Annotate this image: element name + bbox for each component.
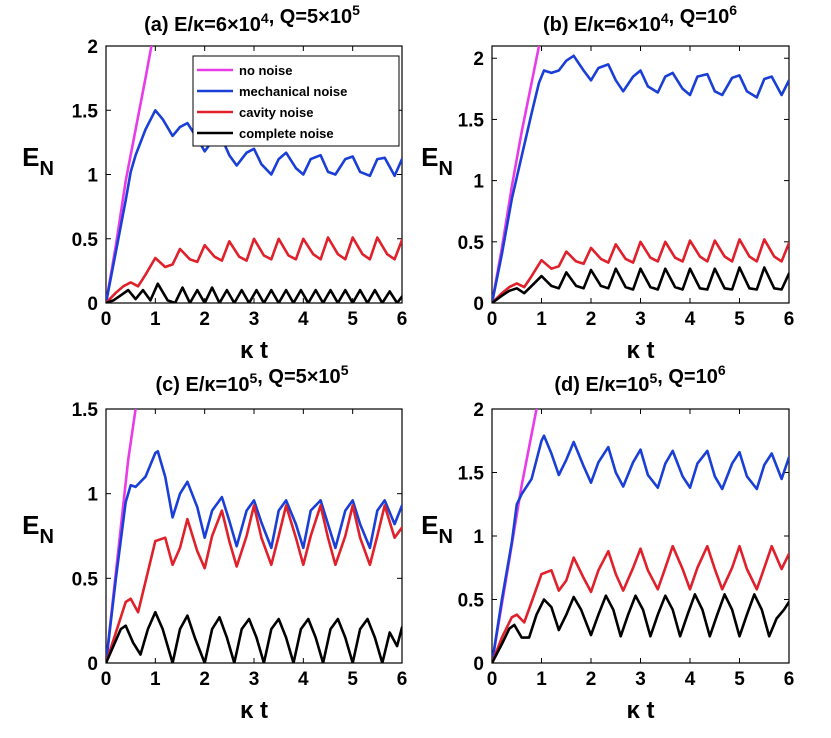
x-axis-label: κ t [626,337,654,364]
x-tick-label: 5 [734,669,745,690]
x-tick-label: 4 [685,309,696,330]
y-axis-label: EN [421,142,453,180]
y-tick-label: 1.5 [72,400,99,421]
series-line-mechanical-noise [492,54,789,303]
x-tick-label: 0 [101,669,112,690]
x-tick-label: 3 [249,669,260,690]
subplot-b: 0 1 2 3 4 5 6 0 0.5 1 1.5 2 (b) E/κ=6×104, Q=106 κ t E… [421,2,794,364]
subplot-a: 0 1 2 3 4 5 6 0 0.5 1 1.5 2 (a) E/κ=6×104, Q=5×105 κ … [22,2,407,364]
x-tick-label: 6 [784,669,795,690]
x-tick-label: 0 [101,309,112,330]
y-tick-label: 2 [87,37,98,58]
y-tick-label: 0 [87,294,98,315]
x-tick-label: 5 [734,309,745,330]
series-line-complete-noise [492,593,789,663]
y-axis-label: EN [421,510,453,548]
legend-label: complete noise [239,126,334,141]
legend: no noise mechanical noise cavity noise comp… [192,55,400,147]
x-tick-label: 1 [536,669,547,690]
x-tick-label: 0 [487,669,498,690]
y-tick-label: 0 [87,654,98,675]
subplot-title: (a) E/κ=6×104, Q=5×105 [144,2,360,36]
legend-label: mechanical noise [239,84,347,99]
y-tick-label: 1 [473,172,484,193]
subplot-title: (b) E/κ=6×104, Q=106 [543,2,737,36]
x-tick-label: 2 [586,669,597,690]
series-line-cavity-noise [106,504,402,663]
x-tick-label: 5 [347,669,358,690]
y-tick-label: 0.5 [458,233,485,254]
y-axis-label: EN [22,510,54,548]
y-tick-label: 1 [87,166,98,187]
y-tick-label: 1.5 [458,464,485,485]
x-axis-label: κ t [240,697,268,724]
subplot-title: (c) E/κ=105, Q=5×105 [156,362,349,396]
series-line-complete-noise [106,610,402,663]
x-tick-label: 4 [685,669,696,690]
legend-label: cavity noise [239,105,313,120]
series-line-cavity-noise [492,544,789,663]
x-axis-label: κ t [240,337,268,364]
y-tick-label: 2 [473,400,484,421]
legend-label: no noise [239,63,292,78]
series-line-cavity-noise [492,238,789,303]
x-tick-label: 2 [199,309,210,330]
y-tick-label: 1.5 [458,110,485,131]
y-tick-label: 0 [473,294,484,315]
y-tick-label: 2 [473,49,484,70]
x-tick-label: 5 [347,309,358,330]
y-tick-label: 0 [473,654,484,675]
subplot-d: 0 1 2 3 4 5 6 0 0.5 1 1.5 2 (d) E/κ=105, Q=106 κ t EN [421,362,794,724]
x-tick-label: 4 [298,309,309,330]
subplot-title: (d) E/κ=105, Q=106 [554,362,725,396]
x-tick-label: 3 [635,669,646,690]
x-tick-label: 6 [397,309,408,330]
x-tick-label: 6 [397,669,408,690]
x-tick-label: 3 [249,309,260,330]
y-axis-label: EN [22,142,54,180]
x-tick-label: 6 [784,309,795,330]
y-tick-label: 0.5 [72,569,99,590]
x-tick-label: 1 [150,669,161,690]
y-tick-label: 0.5 [72,230,99,251]
x-axis-label: κ t [626,697,654,724]
subplot-c: 0 1 2 3 4 5 6 0 0.5 1 1.5 (c) E/κ=105, Q=5×105 κ t EN [22,362,407,724]
x-tick-label: 2 [586,309,597,330]
series-line-cavity-noise [106,236,402,303]
x-tick-label: 0 [487,309,498,330]
y-tick-label: 1 [87,485,98,506]
x-tick-label: 1 [150,309,161,330]
y-tick-label: 0.5 [458,591,485,612]
series-line-mechanical-noise [492,434,789,663]
x-tick-label: 1 [536,309,547,330]
x-tick-label: 2 [199,669,210,690]
y-tick-label: 1.5 [72,101,99,122]
series-line-mechanical-noise [106,450,402,663]
x-tick-label: 4 [298,669,309,690]
series-line-complete-noise [106,282,402,303]
y-tick-label: 1 [473,527,484,548]
series-line-complete-noise [492,266,789,303]
x-tick-label: 3 [635,309,646,330]
series-line-mechanical-noise [106,109,402,303]
